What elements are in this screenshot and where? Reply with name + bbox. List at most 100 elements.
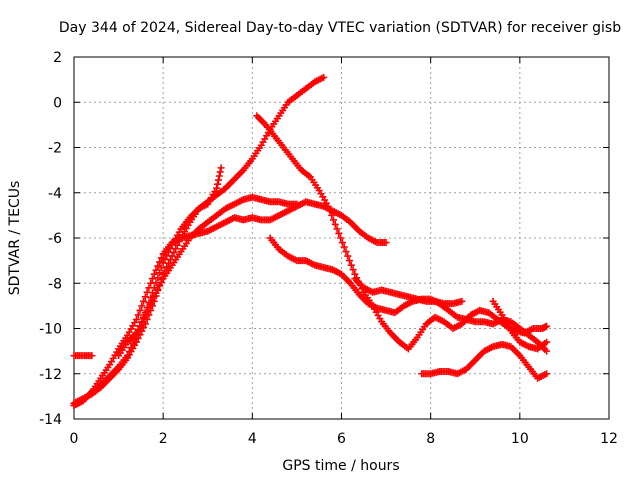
data-point <box>127 344 135 352</box>
data-point <box>147 300 155 308</box>
y-tick-label: -6 <box>48 231 62 247</box>
data-point <box>136 322 144 330</box>
x-tick-labels: 0 2 4 6 8 10 12 <box>70 431 618 447</box>
x-tick-label: 12 <box>600 431 618 447</box>
y-axis-title: SDTVAR / TECUs <box>7 181 23 296</box>
x-tick-label: 6 <box>337 431 346 447</box>
data-point <box>138 302 146 310</box>
data-point <box>134 325 142 333</box>
data-point <box>344 252 352 260</box>
data-point <box>159 259 167 267</box>
data-point <box>150 284 158 292</box>
data-point <box>124 352 131 360</box>
data-point <box>217 164 225 172</box>
data-point <box>382 239 390 247</box>
series-track-3 <box>70 164 225 409</box>
x-tick-label: 8 <box>426 431 435 447</box>
data-point <box>216 168 224 176</box>
data-point <box>140 324 148 332</box>
axis-ticks <box>73 56 610 420</box>
series-track-9 <box>351 275 466 308</box>
chart-title: Day 344 of 2024, Sidereal Day-to-day VTE… <box>59 20 621 36</box>
data-point <box>141 293 149 301</box>
data-point <box>154 286 162 294</box>
data-point <box>140 315 148 323</box>
data-point <box>163 252 171 260</box>
x-axis-title: GPS time / hours <box>282 458 399 474</box>
y-tick-labels: -14 -12 -10 -8 -6 -4 -2 0 2 <box>39 50 62 428</box>
data-point <box>157 278 165 286</box>
data-point <box>543 322 551 330</box>
x-tick-label: 10 <box>511 431 529 447</box>
data-point <box>342 248 350 256</box>
data-point <box>215 172 223 180</box>
x-tick-label: 0 <box>70 431 79 447</box>
data-point <box>129 339 137 347</box>
data-point <box>152 289 160 297</box>
data-point <box>141 320 149 328</box>
series-track-8 <box>418 340 551 382</box>
data-point <box>143 307 151 315</box>
series-track-2 <box>70 73 328 407</box>
data-point <box>458 297 466 305</box>
y-tick-label: -4 <box>48 186 62 202</box>
data-point <box>329 216 337 224</box>
data-point <box>148 296 156 304</box>
data-point <box>161 255 169 263</box>
data-point <box>347 261 355 269</box>
data-point <box>156 282 164 290</box>
y-tick-label: -14 <box>39 412 62 428</box>
data-point <box>340 243 348 251</box>
data-point <box>157 254 165 262</box>
x-tick-label: 4 <box>248 431 257 447</box>
data-point <box>543 347 551 355</box>
series-track-6 <box>253 112 551 353</box>
data-point <box>337 234 345 242</box>
series-track-4 <box>115 193 301 360</box>
y-tick-label: -12 <box>39 367 62 383</box>
data-point <box>165 248 173 256</box>
data-point <box>150 270 158 278</box>
y-tick-label: 2 <box>53 50 62 66</box>
data-point <box>150 293 158 301</box>
data-point <box>156 258 164 266</box>
data-point <box>88 352 96 360</box>
data-point <box>136 306 144 314</box>
data-point <box>346 257 354 265</box>
y-tick-label: -8 <box>48 276 62 292</box>
data-point <box>320 73 328 81</box>
data-point <box>138 318 146 326</box>
series-track-5 <box>70 352 96 360</box>
data-point <box>328 211 336 219</box>
data-point <box>154 262 162 270</box>
data-point <box>326 207 334 215</box>
data-point <box>214 180 222 188</box>
data-point <box>156 269 164 277</box>
data-point <box>214 176 222 184</box>
data-point <box>154 274 162 282</box>
data-point <box>145 304 153 312</box>
y-tick-label: 0 <box>53 95 62 111</box>
data-point <box>543 370 551 378</box>
data-point <box>132 315 140 323</box>
data-point <box>335 229 343 237</box>
data-point <box>148 275 156 283</box>
y-tick-label: -10 <box>39 322 62 338</box>
data-point <box>324 202 332 210</box>
data-point <box>143 315 151 323</box>
series-track-10 <box>489 297 551 353</box>
data-point <box>152 266 160 274</box>
data-point <box>349 266 357 274</box>
data-point <box>125 348 133 356</box>
data-point <box>166 244 174 252</box>
data-point <box>157 264 165 272</box>
data-point <box>331 220 339 228</box>
data-point <box>293 200 301 208</box>
data-point <box>140 297 148 305</box>
data-point <box>213 184 221 192</box>
data-point <box>134 311 142 319</box>
x-tick-label: 2 <box>159 431 168 447</box>
data-point <box>333 225 341 233</box>
data-point <box>141 311 149 319</box>
